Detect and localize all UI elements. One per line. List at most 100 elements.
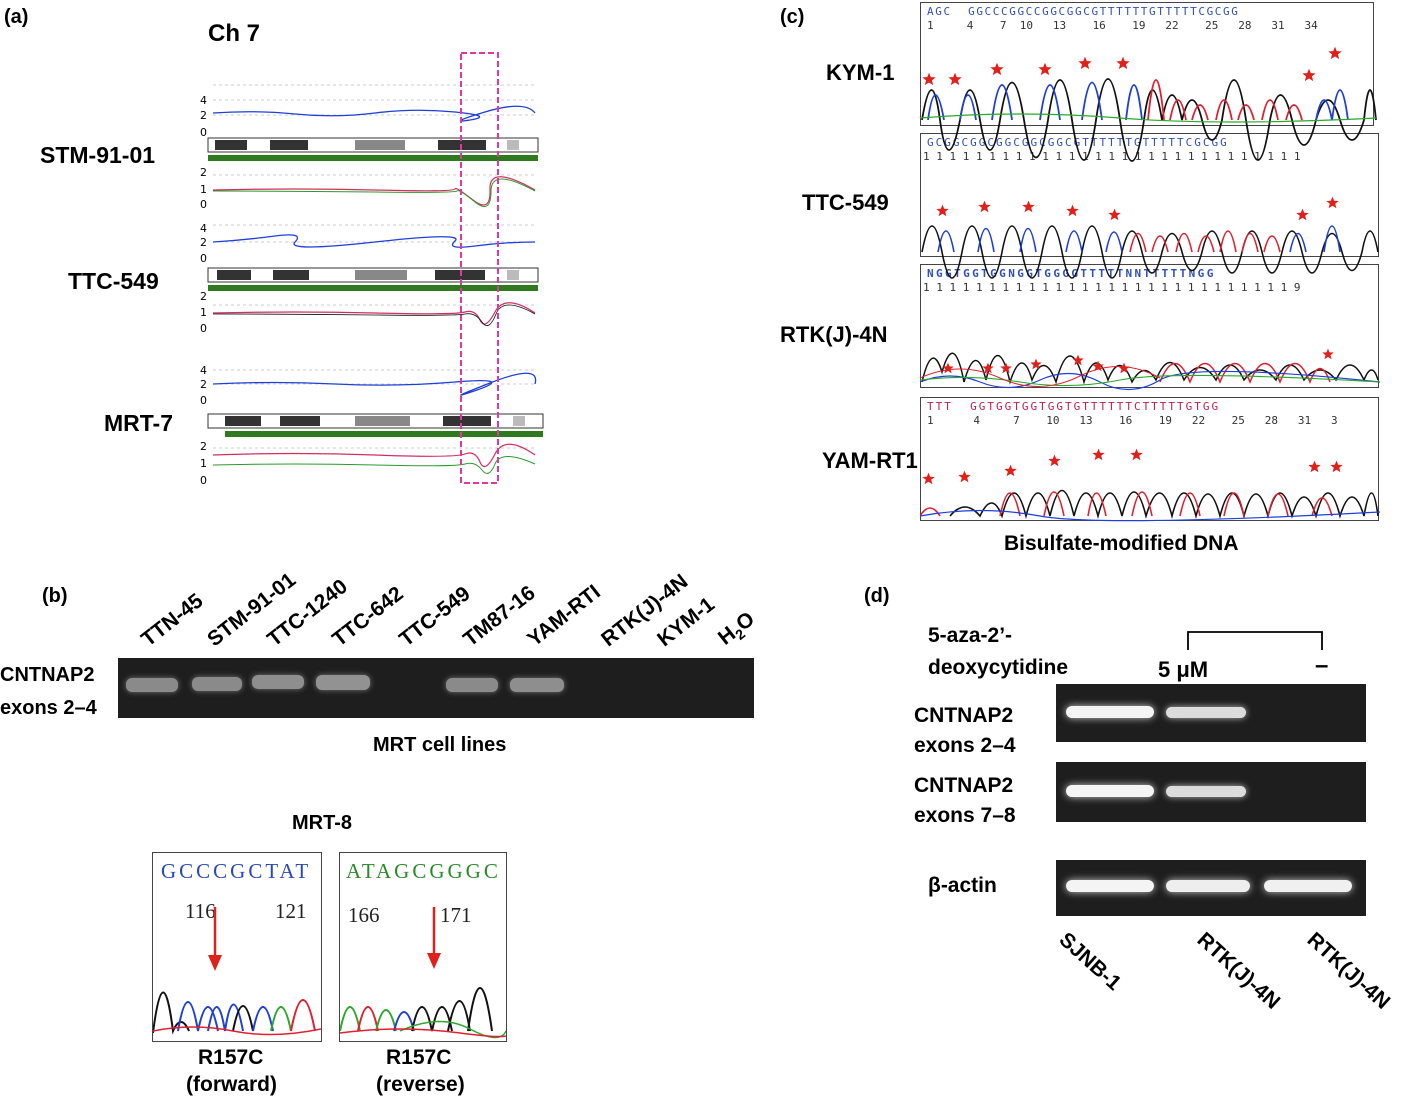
seq-kym1-bases: AGC GGCCCGGCCGGCGGCGTTTTTTGTTTTTCGCGG — [927, 5, 1240, 18]
track-label-2: TTC-549 — [68, 268, 159, 294]
band-d-2-2 — [1166, 786, 1246, 797]
panel-c-letter: (c) — [780, 6, 805, 28]
gel-row-label-line1: CNTNAP2 — [0, 664, 95, 686]
panel-b-caption: MRT cell lines — [373, 734, 507, 756]
lane-d-label-2: RTK(J)-4N — [1192, 928, 1285, 1014]
gel-band-6 — [446, 678, 498, 692]
chromatogram-kym1 — [920, 46, 1377, 162]
reverse-chromatogram — [340, 907, 506, 1039]
track-3-ratio — [212, 443, 536, 474]
track-3-tick-2: 2 — [200, 378, 207, 391]
lane-label-6: TM87-16 — [459, 581, 540, 652]
chromosome-ideogram-1 — [207, 137, 539, 161]
track-1-ratio-tick-2: 2 — [200, 166, 207, 179]
panel-a-ideogram-plot — [207, 52, 544, 484]
track-3-tick-0: 0 — [200, 394, 207, 407]
seq-row-label-4: YAM-RT1 — [822, 448, 918, 473]
lane-d-label-1: SJNB-1 — [1054, 928, 1126, 996]
panel-d-letter: (d) — [864, 585, 890, 607]
track-1-tick-4: 4 — [200, 94, 207, 107]
seq-ttc549-numbers: 1 1 1 1 1 1 1 1 1 1 1 1 1 1 1 1 1 1 1 1 … — [923, 150, 1301, 163]
track-3-ratio-tick-0: 0 — [200, 474, 207, 487]
panel-c-chromatograms — [920, 46, 1380, 522]
forward-chromatogram — [153, 907, 321, 1036]
seq-row-label-1: KYM-1 — [826, 60, 895, 85]
lane-label-h2o: H2O — [714, 607, 761, 652]
forward-pos-left: 116 — [185, 899, 216, 923]
treatment-label-line2: deoxycytidine — [928, 656, 1069, 679]
reverse-pos-right: 171 — [440, 903, 472, 927]
track-2-tick-0: 0 — [200, 252, 207, 265]
panel-a-title: Ch 7 — [208, 20, 261, 47]
treatment-label-line1: 5-aza-2’- — [928, 624, 1013, 647]
seq-trace-yamrt1: TTT GGTGGTGGTGGTGTTTTTTCTTTTTGTGG 1 4 7 … — [920, 397, 1379, 521]
band-d-1-2 — [1166, 707, 1246, 718]
track-1-copy-number — [212, 84, 536, 122]
lane-label-5: TTC-549 — [395, 582, 475, 652]
gel-band-2 — [192, 677, 242, 691]
panel-b-letter: (b) — [42, 585, 68, 607]
seq-yamrt1-numbers: 1 4 7 10 13 16 19 22 25 28 31 3 — [927, 414, 1338, 427]
band-d-2-1 — [1066, 785, 1154, 797]
dose-label: 5 μM — [1158, 657, 1209, 682]
seq-rtkj4n-numbers: 1 1 1 1 1 1 1 1 1 1 1 1 1 1 1 1 1 1 1 1 … — [923, 281, 1301, 294]
track-1-ratio-tick-1: 1 — [200, 183, 207, 196]
chromosome-ideogram-2 — [207, 267, 539, 291]
band-d-1-1 — [1066, 706, 1154, 718]
forward-pos-right: 121 — [275, 899, 307, 923]
track-2-ratio — [212, 302, 536, 326]
seq-row-label-2: TTC-549 — [802, 190, 889, 215]
mrt8-forward-trace: GCCCGCTAT 116 121 — [152, 852, 322, 1042]
mrt8-title: MRT-8 — [292, 812, 352, 834]
chromatogram-rtkj4n — [920, 348, 1380, 391]
gel-d-row-1-line1: CNTNAP2 — [914, 704, 1014, 727]
panel-c-caption: Bisulfate-modified DNA — [1004, 532, 1239, 555]
seq-trace-kym1: AGC GGCCCGGCCGGCGGCGTTTTTTGTTTTTCGCGG 1 … — [920, 2, 1374, 126]
lane-label-7: YAM-RTI — [523, 580, 605, 652]
gel-row-label-line2: exons 2–4 — [0, 697, 97, 719]
treatment-bracket — [1187, 631, 1323, 650]
reverse-pos-left: 166 — [348, 903, 380, 927]
gel-band-3 — [252, 675, 304, 689]
gel-band-1 — [126, 678, 178, 692]
cntnap2-region-highlight — [460, 52, 499, 484]
track-2-ratio-tick-2: 2 — [200, 290, 207, 303]
track-3-copy-number — [212, 369, 537, 396]
track-2-copy-number — [212, 224, 536, 248]
band-d-3-3 — [1264, 880, 1352, 892]
lane-d-label-3: RTK(J)-4N — [1302, 928, 1395, 1014]
chromosome-ideogram-3 — [207, 413, 544, 437]
seq-rtkj4n-bases: NGGTGGTGGNGGTGGGGTTTTTNNTTTTTNGG — [927, 267, 1216, 280]
forward-label-line1: R157C — [198, 1046, 264, 1069]
forward-sequence: GCCCGCTAT — [161, 859, 312, 883]
gel-band-7 — [510, 678, 564, 692]
forward-label-line2: (forward) — [186, 1073, 277, 1096]
track-2-tick-2: 2 — [200, 236, 207, 249]
track-2-tick-4: 4 — [200, 222, 207, 235]
track-2-ratio-tick-1: 1 — [200, 306, 207, 319]
gel-band-4 — [316, 675, 370, 690]
chromatogram-ttc549 — [921, 196, 1379, 279]
track-1-ratio — [212, 174, 536, 208]
track-3-ratio-tick-2: 2 — [200, 440, 207, 453]
chromatogram-yamrt1 — [920, 448, 1380, 522]
seq-yamrt1-bases: TTT GGTGGTGGTGGTGTTTTTTCTTTTTGTGG — [927, 400, 1221, 413]
track-1-tick-0: 0 — [200, 126, 207, 139]
mrt8-reverse-trace: ATAGCGGGC 166 171 — [339, 852, 507, 1042]
track-1-ratio-tick-0: 0 — [200, 198, 207, 211]
reverse-label-line2: (reverse) — [376, 1073, 465, 1096]
band-d-3-1 — [1066, 880, 1154, 892]
gel-d-row-2-line2: exons 7–8 — [914, 804, 1016, 827]
track-1-tick-2: 2 — [200, 109, 207, 122]
seq-trace-ttc549: GCGGCGGCGGCGGCGGCGTTTTTTGTTTTTCGCGG 1 1 … — [920, 133, 1379, 257]
gel-d-row-2-line1: CNTNAP2 — [914, 774, 1014, 797]
gel-d-row-1-line2: exons 2–4 — [914, 734, 1016, 757]
seq-row-label-3: RTK(J)-4N — [780, 322, 888, 347]
gel-d-row-3-line1: β-actin — [928, 874, 997, 897]
panel-a-letter: (a) — [4, 6, 29, 28]
track-3-tick-4: 4 — [200, 364, 207, 377]
band-d-3-2 — [1166, 880, 1250, 892]
track-2-ratio-tick-0: 0 — [200, 322, 207, 335]
track-label-3: MRT-7 — [104, 410, 173, 436]
seq-kym1-numbers: 1 4 7 10 13 16 19 22 25 28 31 34 — [927, 19, 1318, 32]
